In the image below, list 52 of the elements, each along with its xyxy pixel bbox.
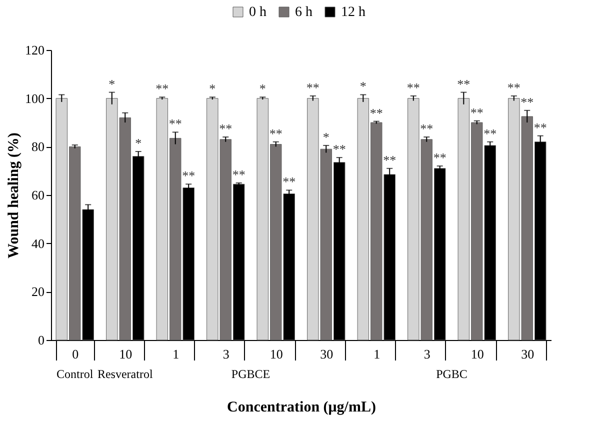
data-label: ** [168, 116, 182, 132]
data-label: * [135, 136, 142, 150]
data-label: ** [219, 121, 232, 136]
data-label: ** [484, 126, 497, 141]
x-tick-label: 0 [72, 346, 79, 362]
data-label: * [209, 81, 216, 96]
x-tick-label: 10 [119, 346, 132, 362]
x-tick-label: 1 [172, 346, 180, 362]
x-tick-label: 30 [521, 346, 534, 362]
x-axis-title: Concentration (μg/mL) [227, 400, 376, 416]
y-tick-label: 80 [32, 139, 44, 154]
legend-label: 0 h [249, 5, 266, 20]
text: Control [56, 367, 94, 381]
text: PGBC [436, 367, 468, 381]
data-label: * [259, 81, 266, 96]
data-label: ** [182, 168, 196, 184]
text: Resveratrol [97, 367, 154, 381]
data-label: ** [520, 94, 534, 110]
x-tick-label: 1 [374, 346, 380, 362]
x-tick-label: 10 [270, 346, 283, 362]
y-tick-label: 120 [25, 42, 44, 58]
y-tick-label: 60 [32, 188, 44, 202]
data-label: ** [420, 121, 434, 136]
x-tick-label: 30 [320, 346, 334, 362]
legend-label: 6 h [295, 5, 312, 20]
y-axis-title: Wound healing (%) [6, 132, 22, 258]
data-label: ** [332, 142, 346, 157]
data-label: ** [269, 126, 282, 141]
data-label: ** [370, 105, 383, 120]
data-label: * [322, 129, 330, 144]
data-label: ** [156, 81, 169, 96]
legend-label: 12 h [341, 5, 366, 20]
y-tick-label: 100 [25, 90, 44, 106]
x-tick-label: 3 [424, 346, 430, 362]
data-label: ** [534, 120, 547, 135]
data-label: ** [507, 80, 520, 95]
data-label: * [360, 78, 366, 94]
data-label: ** [383, 152, 396, 168]
data-label: * [108, 76, 116, 92]
data-label: ** [232, 166, 246, 182]
y-tick-label: 0 [38, 332, 44, 348]
data-label: ** [457, 76, 470, 92]
x-tick-label: 3 [222, 346, 230, 362]
data-label: ** [306, 80, 320, 95]
y-tick-label: 20 [32, 284, 44, 300]
data-label: ** [433, 150, 446, 165]
y-tick-label: 40 [32, 236, 44, 251]
data-label: ** [282, 174, 296, 190]
data-label: ** [406, 80, 420, 95]
text: PGBCE [231, 367, 270, 381]
data-label: ** [470, 104, 484, 120]
x-tick-label: 10 [470, 346, 484, 362]
